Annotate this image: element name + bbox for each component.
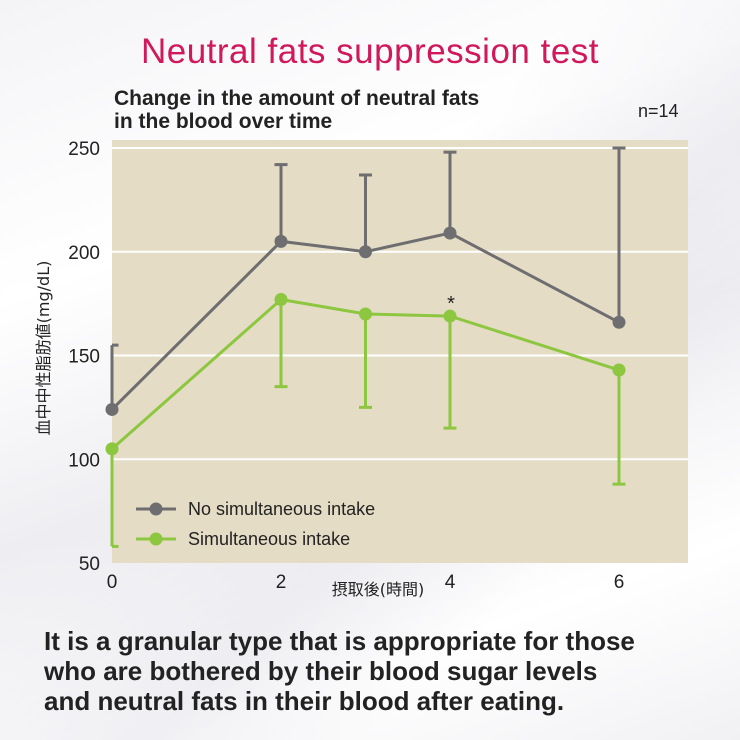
data-point: [612, 315, 626, 329]
subtitle-line-2: in the blood over time: [114, 110, 333, 133]
legend-label: No simultaneous intake: [188, 499, 375, 519]
legend-marker: [149, 502, 163, 516]
data-point: [105, 442, 119, 456]
y-tick-label: 200: [68, 243, 100, 264]
data-point: [359, 307, 372, 321]
data-point: [443, 226, 457, 240]
y-tick-label: 100: [68, 450, 100, 471]
subtitle-line-1: Change in the amount of neutral fats: [114, 87, 480, 110]
description-line-2: who are bothered by their blood sugar le…: [44, 656, 598, 686]
x-tick-label: 4: [445, 572, 456, 593]
description-line-3: and neutral fats in their blood after ea…: [44, 686, 565, 716]
description-text: It is a granular type that is appropriat…: [44, 626, 734, 716]
significance-marker: *: [447, 293, 455, 315]
data-point: [274, 292, 288, 306]
y-tick-label: 50: [79, 554, 100, 575]
legend-label: Simultaneous intake: [188, 529, 350, 549]
x-tick-label: 6: [614, 572, 625, 593]
description-line-1: It is a granular type that is appropriat…: [44, 626, 635, 656]
y-axis-label: 血中中性脂肪値(mg/dL): [34, 261, 53, 436]
y-tick-label: 250: [68, 139, 100, 160]
chart-subtitle: Change in the amount of neutral fats in …: [114, 87, 614, 133]
data-point: [359, 245, 372, 259]
sample-size-label: n=14: [638, 101, 679, 121]
x-tick-label: 2: [276, 572, 287, 593]
data-point: [105, 402, 119, 416]
legend-marker: [149, 532, 163, 546]
x-tick-label: 0: [107, 572, 118, 593]
y-tick-label: 150: [68, 347, 100, 368]
plot-area: [112, 140, 688, 563]
data-point: [612, 363, 626, 377]
x-axis-label: 摂取後(時間): [332, 580, 425, 599]
data-point: [274, 234, 288, 248]
chart-title: Neutral fats suppression test: [140, 32, 600, 71]
data-point: [443, 309, 457, 323]
